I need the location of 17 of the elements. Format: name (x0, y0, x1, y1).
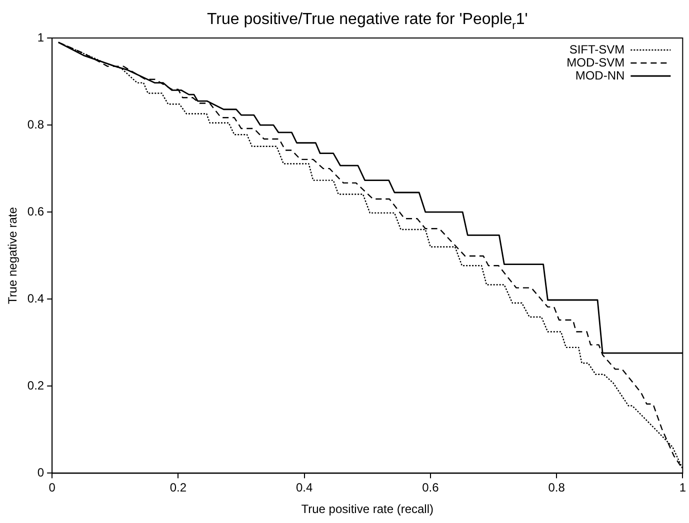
y-tick-label: 0.4 (27, 291, 44, 306)
y-tick-label: 0 (37, 466, 44, 480)
x-tick-label: 0 (48, 480, 56, 495)
x-tick-label: 0.4 (296, 480, 313, 495)
y-tick-label: 0.2 (27, 378, 44, 392)
x-axis-title: True positive rate (recall) (301, 502, 434, 516)
y-tick-label: 1 (37, 30, 44, 44)
y-tick-label: 0.8 (27, 117, 44, 132)
legend-label: MOD-SVM (566, 55, 625, 70)
x-tick-label: 0.6 (422, 480, 440, 495)
y-axis-title: True negative rate (6, 206, 20, 304)
x-tick-label: 0.8 (548, 480, 566, 495)
y-tick-label: 0.6 (27, 204, 44, 218)
legend-label: MOD-NN (575, 68, 625, 82)
x-tick-label: 1 (679, 480, 686, 495)
legend-label: SIFT-SVM (569, 42, 625, 56)
x-tick-label: 0.2 (170, 480, 187, 495)
